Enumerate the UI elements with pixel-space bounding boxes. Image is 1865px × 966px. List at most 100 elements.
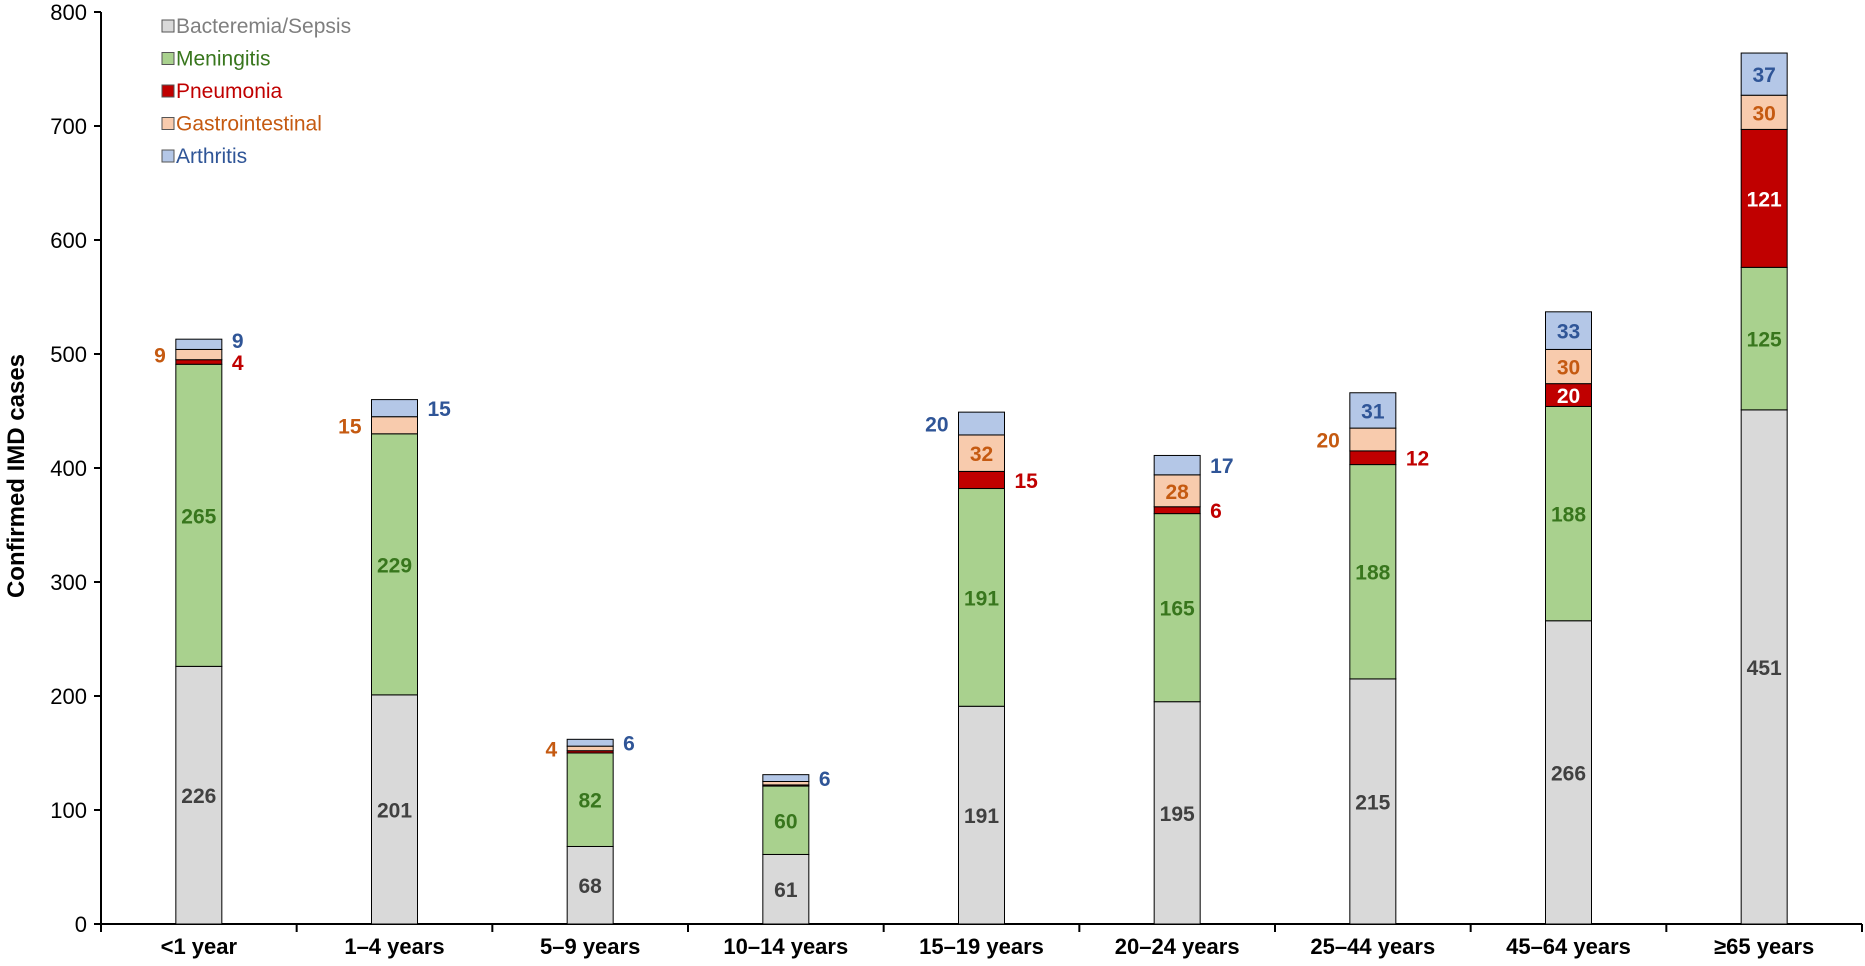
bar-25-44-years-pneumonia [1349, 450, 1397, 466]
x-tick-label: ≥65 years [1714, 934, 1814, 959]
data-label-20-24-years-meningitis: 165 [1160, 598, 1195, 621]
data-label-10-14-years-bacteremia-sepsis: 61 [774, 879, 798, 902]
data-label-10-14-years-arthritis: 6 [819, 768, 831, 791]
bar-65-years-gastrointestinal [1740, 94, 1788, 130]
legend-swatch-meningitis [161, 52, 175, 65]
legend-label-meningitis: Meningitis [176, 48, 271, 71]
bar-10-14-years-arthritis [762, 774, 810, 782]
data-label-1-year-arthritis: 9 [232, 330, 244, 353]
y-tick-label: 700 [50, 114, 87, 139]
bars [175, 52, 1788, 925]
bar-1-4-years-arthritis [371, 399, 418, 418]
bar-1-year-arthritis [175, 338, 223, 350]
y-axis-title: Confirmed IMD cases [3, 354, 30, 598]
data-label-20-24-years-gastrointestinal: 28 [1165, 481, 1189, 504]
bar-15-19-years-gastrointestinal [958, 434, 1005, 472]
data-label-15-19-years-pneumonia: 15 [1015, 470, 1039, 493]
y-tick-label: 500 [50, 342, 87, 367]
y-tick-label: 200 [50, 684, 87, 709]
legend-label-bacteremia-sepsis: Bacteremia/Sepsis [176, 15, 351, 38]
bar-45-64-years-meningitis [1545, 405, 1592, 622]
data-label-65-years-arthritis: 37 [1752, 64, 1775, 87]
bar-20-24-years-gastrointestinal [1153, 474, 1201, 508]
data-label-10-14-years-meningitis: 60 [774, 810, 797, 833]
data-label-45-64-years-bacteremia-sepsis: 266 [1551, 762, 1586, 785]
bar-15-19-years-meningitis [958, 488, 1005, 707]
bar-25-44-years-gastrointestinal [1349, 427, 1397, 452]
legend-swatch-pneumonia [161, 84, 175, 98]
bar-20-24-years-meningitis [1153, 513, 1201, 703]
legend-label-pneumonia: Pneumonia [176, 80, 283, 103]
bar-15-19-years-bacteremia-sepsis [958, 705, 1005, 925]
bar-20-24-years-arthritis [1153, 454, 1201, 476]
data-label-25-44-years-pneumonia: 12 [1406, 448, 1429, 471]
bar-45-64-years-arthritis [1545, 311, 1592, 350]
x-tick-label: 25–44 years [1310, 934, 1435, 959]
bar-45-64-years-gastrointestinal [1545, 348, 1592, 385]
data-label-1-year-gastrointestinal: 9 [154, 345, 166, 368]
x-tick-label: 45–64 years [1506, 934, 1631, 959]
legend-swatch-gastrointestinal [161, 117, 175, 130]
bar-1-year-pneumonia [175, 359, 223, 365]
legend-label-arthritis: Arthritis [176, 145, 247, 168]
data-label-1-4-years-bacteremia-sepsis: 201 [377, 799, 412, 822]
bar-65-years-bacteremia-sepsis [1740, 409, 1788, 925]
bar-10-14-years-gastrointestinal [762, 781, 810, 786]
data-label-25-44-years-gastrointestinal: 20 [1316, 430, 1339, 453]
x-tick-label: <1 year [161, 934, 238, 959]
bar-5-9-years-meningitis [566, 752, 614, 847]
data-label-20-24-years-pneumonia: 6 [1210, 500, 1222, 523]
bar-65-years-arthritis [1740, 52, 1788, 96]
legend-label-gastrointestinal: Gastrointestinal [176, 113, 322, 136]
legend: Bacteremia/Sepsis Meningitis Pneumonia Gast… [161, 15, 351, 168]
y-tick-label: 0 [75, 912, 87, 937]
x-tick-label: 5–9 years [540, 934, 640, 959]
bar-5-9-years-gastrointestinal [566, 745, 614, 752]
data-label-65-years-pneumonia: 121 [1747, 188, 1782, 211]
legend-swatch-bacteremia-sepsis [161, 19, 175, 33]
bar-1-year-meningitis [175, 363, 223, 667]
bar-25-44-years-bacteremia-sepsis [1349, 678, 1397, 925]
y-tick-label: 800 [50, 0, 87, 25]
bar-25-44-years-arthritis [1349, 392, 1397, 429]
bar-20-24-years-bacteremia-sepsis [1153, 701, 1201, 925]
bar-65-years-meningitis [1740, 266, 1788, 411]
data-label-1-year-meningitis: 265 [181, 505, 216, 528]
bar-15-19-years-pneumonia [958, 470, 1005, 490]
data-label-25-44-years-bacteremia-sepsis: 215 [1355, 791, 1390, 814]
bar-1-4-years-bacteremia-sepsis [371, 694, 418, 925]
x-tick-label: 10–14 years [723, 934, 848, 959]
data-label-65-years-meningitis: 125 [1747, 329, 1782, 352]
data-label-15-19-years-bacteremia-sepsis: 191 [964, 805, 999, 828]
data-label-15-19-years-arthritis: 20 [925, 414, 948, 437]
bar-65-years-pneumonia [1740, 128, 1788, 268]
data-label-1-4-years-meningitis: 229 [377, 554, 412, 577]
bar-1-4-years-meningitis [371, 433, 418, 696]
bar-1-4-years-gastrointestinal [371, 416, 418, 435]
data-label-1-year-pneumonia: 4 [232, 352, 244, 375]
data-label-45-64-years-pneumonia: 20 [1557, 385, 1580, 408]
bar-1-year-gastrointestinal [175, 348, 223, 361]
data-label-25-44-years-meningitis: 188 [1355, 562, 1390, 585]
data-label-65-years-bacteremia-sepsis: 451 [1747, 657, 1782, 680]
legend-swatch-arthritis [161, 149, 175, 163]
data-label-25-44-years-arthritis: 31 [1361, 400, 1385, 423]
y-tick-label: 300 [50, 570, 87, 595]
axes: 0 100 200 300 400 500 600 700 800 <1 year 1–4 year… [50, 0, 1863, 959]
y-tick-label: 600 [50, 228, 87, 253]
bar-45-64-years-bacteremia-sepsis [1545, 620, 1592, 925]
bar-25-44-years-meningitis [1349, 464, 1397, 680]
data-label-45-64-years-meningitis: 188 [1551, 504, 1586, 527]
data-label-20-24-years-bacteremia-sepsis: 195 [1160, 803, 1195, 826]
data-label-65-years-gastrointestinal: 30 [1752, 102, 1775, 125]
data-label-15-19-years-gastrointestinal: 32 [970, 443, 993, 466]
data-label-15-19-years-meningitis: 191 [964, 587, 999, 610]
bar-1-year-bacteremia-sepsis [175, 665, 223, 925]
data-label-45-64-years-arthritis: 33 [1557, 321, 1580, 344]
data-label-1-4-years-gastrointestinal: 15 [338, 415, 362, 438]
y-tick-label: 400 [50, 456, 87, 481]
bar-15-19-years-arthritis [958, 411, 1005, 436]
data-label-5-9-years-arthritis: 6 [623, 733, 635, 756]
